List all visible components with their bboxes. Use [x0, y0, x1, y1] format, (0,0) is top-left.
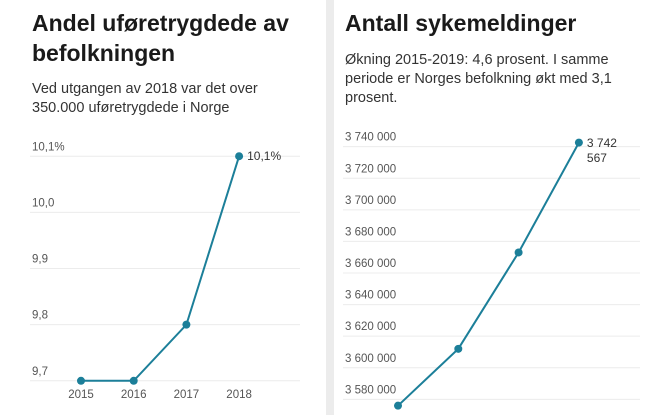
y-tick-label: 3 660 000 — [345, 258, 396, 270]
y-tick-label: 3 620 000 — [345, 321, 396, 333]
point — [574, 138, 583, 147]
x-tick-label: 2016 — [121, 389, 147, 401]
chart-title: Antall sykemeldinger — [345, 10, 577, 36]
y-tick-label: 3 740 000 — [345, 132, 396, 144]
x-tick-label: 2015 — [68, 389, 94, 401]
y-tick-label: 9,7 — [32, 366, 48, 378]
data-label: 10,1% — [247, 149, 282, 164]
point — [514, 248, 523, 257]
y-tick-label: 3 680 000 — [345, 226, 396, 238]
x-tick-label: 2018 — [226, 389, 252, 401]
y-tick-label: 3 600 000 — [345, 353, 396, 365]
point — [394, 401, 402, 410]
x-tick-label: 2017 — [174, 389, 200, 401]
y-tick-label: 9,8 — [32, 310, 48, 322]
y-tick-label: 3 640 000 — [345, 290, 396, 302]
y-tick-label: 3 580 000 — [345, 384, 396, 396]
line — [81, 155, 241, 382]
y-tick-label: 10,0 — [32, 197, 54, 209]
y-tick-label: 3 720 000 — [345, 163, 396, 175]
point — [182, 320, 191, 329]
line — [397, 142, 580, 407]
point — [454, 344, 463, 353]
y-tick-label: 10,1% — [32, 141, 65, 153]
data-label: 3 742 567 — [586, 135, 617, 165]
y-tick-label: 9,9 — [32, 254, 48, 266]
chart-subtitle: Ved utgangen av 2018 var det over 350.00… — [32, 81, 258, 116]
chart-title: Andel uføretrygdede av befolkningen — [32, 10, 289, 66]
chart-subtitle: Økning 2015-2019: 4,6 prosent. I samme p… — [345, 52, 612, 106]
card — [334, 0, 670, 415]
point — [235, 152, 244, 161]
card — [0, 0, 326, 415]
y-tick-label: 3 700 000 — [345, 195, 396, 207]
point — [129, 376, 138, 385]
point — [77, 376, 85, 385]
